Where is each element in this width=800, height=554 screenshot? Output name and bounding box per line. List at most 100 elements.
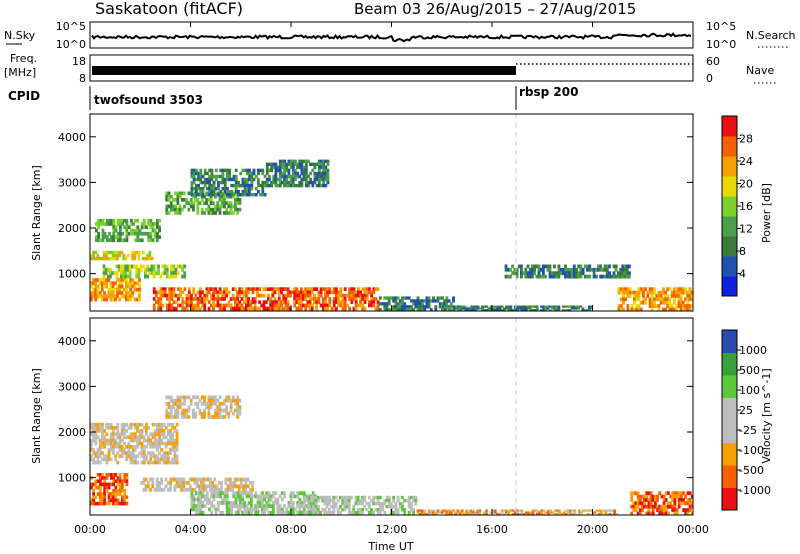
echo-cell <box>220 201 224 205</box>
echo-cell <box>401 308 404 311</box>
echo-cell <box>285 174 289 179</box>
echo-cell <box>284 303 288 308</box>
echo-cell <box>299 290 303 295</box>
echo-cell <box>208 174 211 179</box>
echo-cell <box>582 509 586 512</box>
echo-cell <box>372 303 376 308</box>
echo-cell <box>283 159 286 163</box>
echo-cell <box>637 307 641 311</box>
echo-cell <box>250 183 254 188</box>
colorbar-tick-label: 4 <box>739 268 746 281</box>
echo-cell <box>142 445 146 449</box>
echo-cell <box>140 441 144 446</box>
echo-cell <box>272 491 275 495</box>
echo-cell <box>151 451 155 455</box>
echo-cell <box>322 171 325 176</box>
echo-cell <box>123 476 127 480</box>
echo-cell <box>577 307 580 310</box>
echo-cell <box>180 402 184 406</box>
echo-cell <box>125 476 129 480</box>
echo-cell <box>257 168 260 173</box>
echo-cell <box>305 498 309 503</box>
echo-cell <box>305 494 308 499</box>
echo-cell <box>659 294 663 298</box>
echo-cell <box>107 250 111 255</box>
echo-cell <box>112 238 116 243</box>
echo-cell <box>269 300 272 304</box>
echo-cell <box>202 481 206 485</box>
echo-cell <box>205 405 209 409</box>
echo-cell <box>317 293 321 298</box>
echo-cell <box>99 222 103 226</box>
echo-cell <box>223 177 227 182</box>
echo-cell <box>638 501 642 506</box>
echo-cell <box>92 435 95 440</box>
echo-cell <box>92 495 95 499</box>
echo-cell <box>322 174 325 179</box>
echo-cell <box>216 491 220 495</box>
echo-cell <box>196 402 200 406</box>
echo-cell <box>239 193 243 197</box>
echo-cell <box>124 264 128 269</box>
echo-cell <box>126 253 130 258</box>
echo-cell <box>145 422 148 427</box>
echo-cell <box>129 228 133 233</box>
echo-cell <box>220 198 224 202</box>
echo-cell <box>566 267 570 272</box>
echo-cell <box>101 441 104 446</box>
echo-cell <box>581 309 585 311</box>
echo-cell <box>160 438 164 443</box>
echo-cell <box>190 494 194 499</box>
echo-cell <box>219 180 223 185</box>
echo-cell <box>527 307 530 310</box>
echo-cell <box>137 267 141 272</box>
colorbar-segment <box>722 487 737 511</box>
echo-cell <box>152 264 156 269</box>
echo-cell <box>608 274 611 279</box>
echo-cell <box>359 498 362 503</box>
echo-cell <box>330 511 333 515</box>
echo-cell <box>119 231 122 236</box>
echo-cell <box>599 267 603 272</box>
echo-cell <box>111 294 115 299</box>
echo-cell <box>332 495 336 500</box>
echo-cell <box>401 495 404 500</box>
echo-cell <box>96 485 100 490</box>
echo-cell <box>231 293 235 298</box>
echo-cell <box>392 505 395 509</box>
echo-cell <box>173 477 177 482</box>
echo-cell <box>504 267 508 272</box>
echo-cell <box>205 290 209 295</box>
echo-cell <box>190 504 194 508</box>
echo-cell <box>378 308 382 311</box>
echo-cell <box>90 485 93 490</box>
echo-cell <box>232 491 236 495</box>
echo-cell <box>125 422 128 427</box>
echo-cell <box>148 256 152 261</box>
echo-cell <box>156 225 159 230</box>
echo-cell <box>175 457 179 462</box>
echo-cell <box>291 165 295 170</box>
echo-cell <box>92 426 95 430</box>
echo-cell <box>173 457 177 462</box>
echo-cell <box>197 193 200 197</box>
echo-cell <box>101 473 104 477</box>
echo-cell <box>323 498 327 503</box>
echo-cell <box>123 501 127 506</box>
echo-cell <box>257 180 260 185</box>
echo-cell <box>159 297 163 301</box>
echo-cell <box>187 290 191 295</box>
echo-cell <box>341 501 345 506</box>
echo-cell <box>235 484 239 489</box>
nsearch-label: N.Search <box>746 29 796 42</box>
echo-cell <box>394 508 398 512</box>
echo-cell <box>185 306 189 311</box>
echo-cell <box>120 426 124 430</box>
echo-cell <box>127 441 131 446</box>
echo-cell <box>238 293 242 298</box>
echo-cell <box>153 460 157 465</box>
echo-cell <box>296 171 299 176</box>
echo-cell <box>272 510 275 515</box>
echo-cell <box>120 429 124 433</box>
echo-cell <box>193 481 197 485</box>
